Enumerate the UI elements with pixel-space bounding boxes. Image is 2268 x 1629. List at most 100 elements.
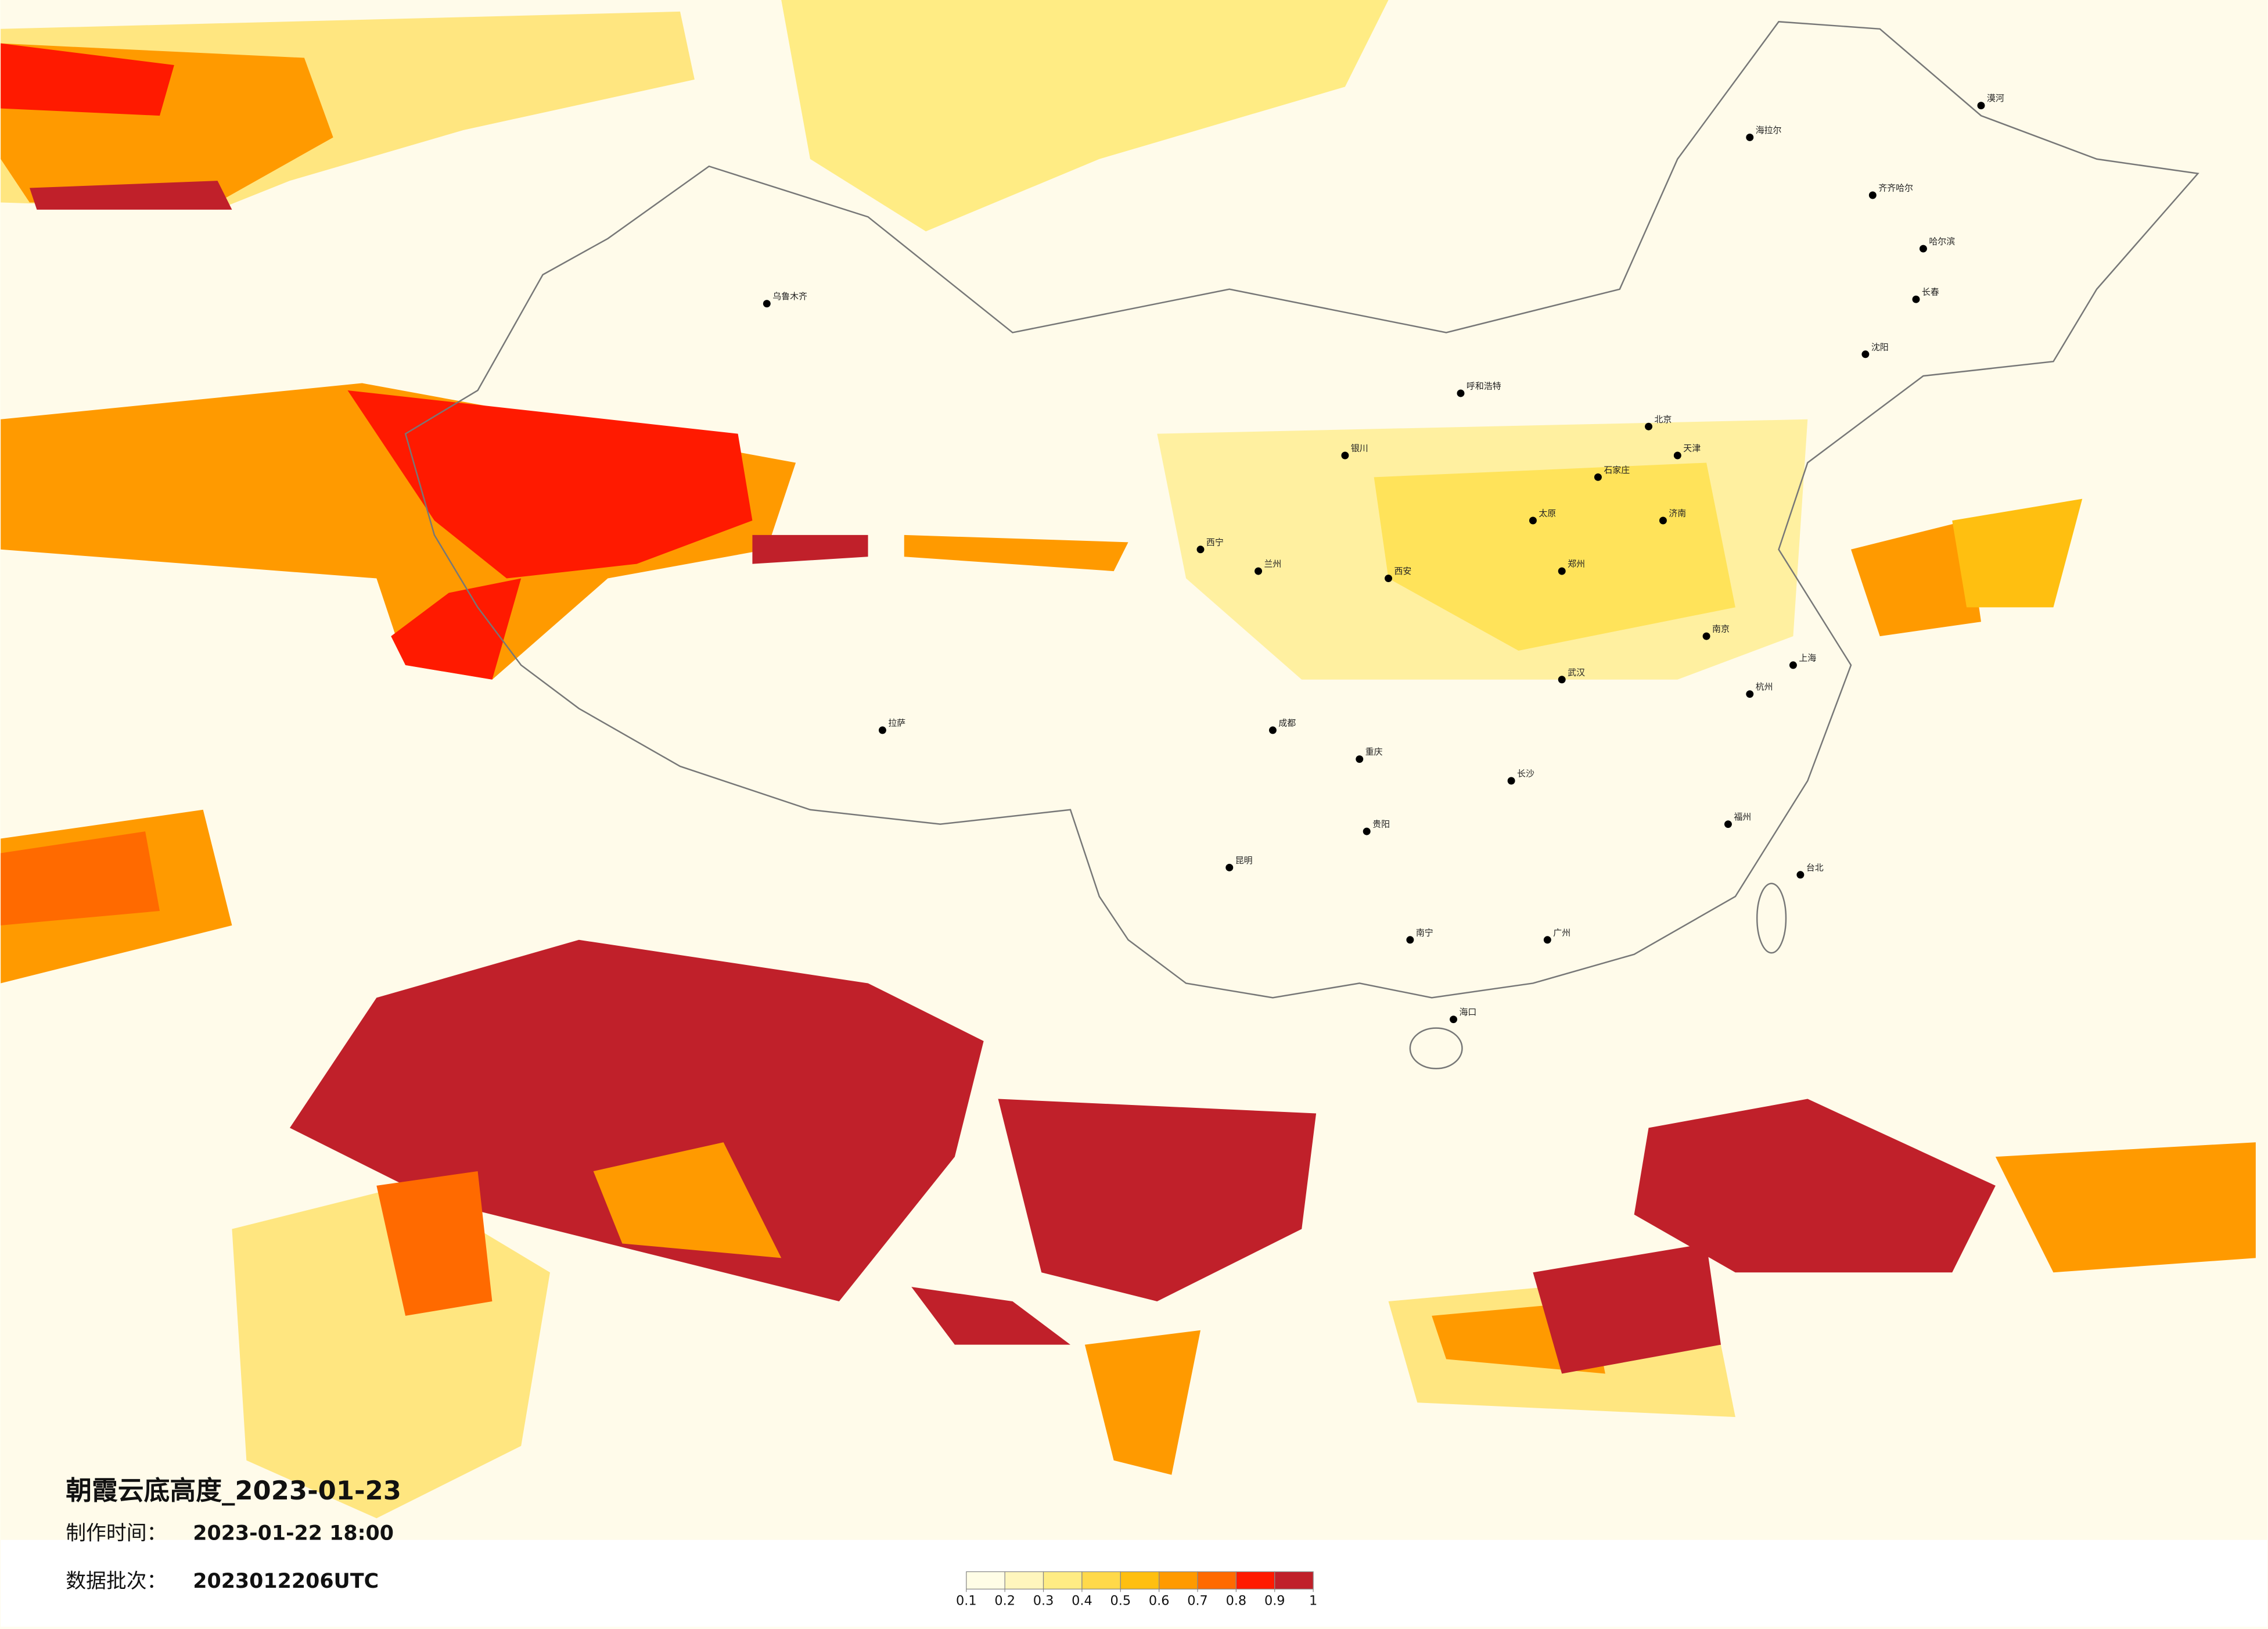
legend-tick-label: 0.6 [1149, 1594, 1170, 1609]
city-label: 哈尔滨 [1929, 236, 1955, 247]
cloud-area [289, 939, 984, 1301]
city-label: 拉萨 [888, 717, 905, 728]
city-dot [1724, 820, 1732, 828]
cloud-area [1, 43, 174, 116]
city-label: 石家庄 [1604, 465, 1630, 475]
cloud-area [904, 534, 1128, 572]
city-dot [1912, 295, 1920, 303]
legend-tick-label: 0.4 [1072, 1594, 1092, 1609]
city-dot [1507, 777, 1515, 785]
legend-tick-label: 0.5 [1110, 1594, 1131, 1609]
city-dot [1356, 755, 1364, 763]
city-dot [1196, 546, 1205, 554]
city-dot [1659, 516, 1667, 525]
legend-tick-label: 0.8 [1226, 1594, 1247, 1609]
legend-swatch [1120, 1571, 1160, 1589]
city-dot [1789, 661, 1797, 669]
city-dot [1558, 567, 1566, 575]
city-dot [763, 300, 771, 308]
legend-tick-label: 0.9 [1264, 1594, 1285, 1609]
city-label: 西宁 [1206, 537, 1224, 547]
city-dot [1268, 726, 1277, 734]
city-label: 齐齐哈尔 [1878, 183, 1913, 193]
city-dot [1594, 473, 1602, 481]
cloud-area [347, 390, 753, 579]
batch-value: 2023012206UTC [193, 1570, 379, 1593]
city-dot [1746, 133, 1754, 141]
legend-tick-label: 0.1 [956, 1594, 977, 1609]
city-label: 长沙 [1517, 769, 1534, 779]
legend-tick-label: 1 [1309, 1594, 1317, 1609]
city-label: 长春 [1922, 287, 1939, 297]
cloud-area [1533, 1243, 1721, 1374]
city-dot [1702, 632, 1710, 640]
city-label: 乌鲁木齐 [772, 291, 807, 302]
cloud-area [998, 1099, 1317, 1301]
city-label: 天津 [1683, 443, 1701, 454]
cloud-area [1374, 462, 1735, 651]
legend-swatch [1043, 1571, 1083, 1589]
cloud-area [752, 534, 868, 564]
legend-tick-label: 0.3 [1033, 1594, 1054, 1609]
cloud-area [1850, 521, 1981, 637]
city-dot [1450, 1016, 1458, 1024]
legend: 0.1 0.2 0.3 0.4 0.5 0.6 0.7 0.8 0.9 1 [956, 1571, 1317, 1609]
cloud-area [1952, 498, 2083, 608]
city-dot [1255, 567, 1263, 575]
city-label: 海拉尔 [1756, 125, 1782, 135]
cloud-area [1, 831, 160, 925]
city-dot [1363, 827, 1371, 835]
hainan-outline [1409, 1027, 1463, 1070]
city-label: 上海 [1799, 652, 1816, 663]
cloud-field [1, 0, 2256, 1519]
batch-label: 数据批次： [66, 1570, 167, 1593]
legend-swatch [1159, 1571, 1198, 1589]
city-label: 呼和浩特 [1467, 381, 1501, 392]
country-outline [404, 21, 2199, 999]
cloud-area [593, 1142, 782, 1258]
city-dot [1977, 102, 1985, 110]
made-value: 2023-01-22 18:00 [193, 1522, 394, 1545]
city-label: 西安 [1394, 566, 1412, 576]
cloud-area [911, 1287, 1070, 1345]
city-label: 台北 [1806, 862, 1824, 873]
legend-tick-label: 0.2 [994, 1594, 1015, 1609]
city-label: 昆明 [1235, 855, 1253, 866]
city-label: 太原 [1539, 508, 1556, 519]
legend-swatch [966, 1571, 1005, 1589]
city-label: 南宁 [1416, 927, 1433, 938]
city-label: 武汉 [1568, 667, 1585, 677]
legend-swatch [1081, 1571, 1121, 1589]
city-dot [1645, 422, 1653, 430]
cloud-area [29, 181, 232, 210]
cloud-area [1084, 1330, 1201, 1475]
city-label: 杭州 [1756, 681, 1773, 692]
city-label: 沈阳 [1871, 342, 1889, 352]
city-label: 福州 [1734, 812, 1751, 822]
city-dot [1868, 191, 1877, 199]
city-dot [1406, 936, 1414, 944]
city-dot [1919, 245, 1927, 253]
city-label: 海口 [1460, 1007, 1477, 1017]
legend-swatch [1004, 1571, 1044, 1589]
city-dot [1341, 451, 1349, 460]
city-label: 兰州 [1264, 559, 1282, 569]
legend-swatch [1235, 1571, 1275, 1589]
city-label: 北京 [1655, 414, 1672, 425]
cloud-area [1634, 1099, 1996, 1273]
city-dot [1385, 575, 1393, 583]
city-dot [1746, 690, 1754, 698]
legend-tick-label: 0.7 [1187, 1594, 1208, 1609]
cloud-area [391, 578, 522, 680]
city-dot [1543, 936, 1551, 944]
cloud-area [1995, 1142, 2256, 1273]
city-dot [1558, 676, 1566, 684]
made-label: 制作时间： [66, 1522, 167, 1545]
city-label: 济南 [1669, 508, 1686, 519]
legend-swatch [1197, 1571, 1237, 1589]
city-dot [1225, 863, 1234, 871]
cloud-area [781, 0, 1389, 232]
cloud-area [376, 1171, 493, 1316]
